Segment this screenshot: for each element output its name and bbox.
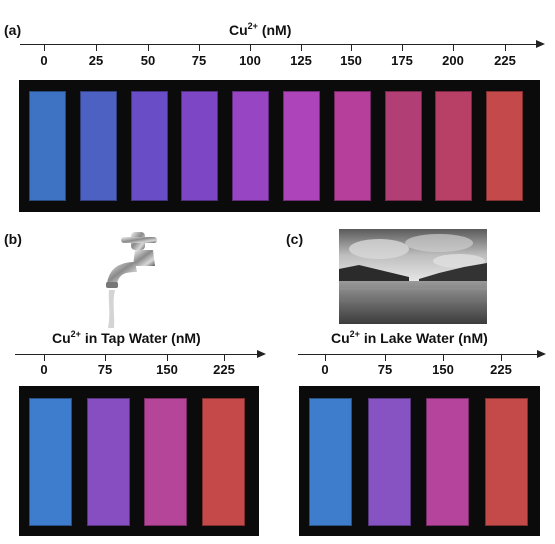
- panel-c-tick-label: 75: [377, 362, 393, 377]
- panel-a-tick-label: 200: [442, 53, 464, 68]
- panel-a-tick: [199, 44, 200, 51]
- panel-a-tick-label: 25: [88, 53, 104, 68]
- panel-a-label: (a): [4, 22, 22, 38]
- panel-a-axis-arrow-icon: [536, 40, 545, 48]
- panel-c-tick: [325, 354, 326, 361]
- panel-c-tick: [385, 354, 386, 361]
- panel-a-tick-label: 75: [191, 53, 207, 68]
- panel-c-tick-label: 0: [321, 362, 329, 377]
- panel-c-title-main: Cu: [331, 330, 350, 346]
- panel-c-strip-frame: [299, 386, 540, 536]
- panel-a-tick-label: 150: [340, 53, 362, 68]
- panel-a-color-swatch: [333, 91, 371, 201]
- panel-b-tick-label: 225: [213, 362, 235, 377]
- panel-a-axis-title: Cu2+ (nM): [229, 21, 291, 38]
- panel-a-color-swatch: [435, 91, 473, 201]
- panel-a-axis-line: [20, 44, 540, 45]
- panel-b-title-sup: 2+: [70, 329, 81, 339]
- panel-a-tick: [96, 44, 97, 51]
- panel-b-tick-label: 0: [40, 362, 48, 377]
- panel-b-strip-frame: [19, 386, 259, 536]
- panel-a-tick-label: 100: [239, 53, 261, 68]
- panel-a-tick: [505, 44, 506, 51]
- panel-c-tick: [501, 354, 502, 361]
- panel-a-color-swatch: [130, 91, 168, 201]
- panel-c-color-swatch: [309, 398, 352, 526]
- panel-a-color-swatch: [29, 91, 66, 201]
- panel-c-tick: [443, 354, 444, 361]
- panel-a-tick-label: 0: [40, 53, 48, 68]
- panel-b-color-swatch: [29, 398, 72, 526]
- panel-a-color-swatch: [181, 91, 219, 201]
- panel-c-label: (c): [286, 231, 304, 247]
- panel-a-tick: [44, 44, 45, 51]
- panel-c-axis-arrow-icon: [537, 350, 546, 358]
- panel-b-color-swatch: [144, 398, 187, 526]
- panel-c-tick-label: 150: [432, 362, 454, 377]
- panel-a-tick-label: 225: [494, 53, 516, 68]
- panel-b-tick: [224, 354, 225, 361]
- panel-b-tick-label: 75: [97, 362, 113, 377]
- panel-b-title-rest: in Tap Water (nM): [80, 330, 201, 346]
- panel-b-axis-arrow-icon: [257, 350, 266, 358]
- panel-a-tick: [148, 44, 149, 51]
- panel-a-tick-label: 175: [391, 53, 413, 68]
- panel-b-tick: [44, 354, 45, 361]
- panel-b-color-swatch: [201, 398, 245, 526]
- panel-b-axis-line: [15, 354, 261, 355]
- panel-a-tick: [351, 44, 352, 51]
- panel-b-label: (b): [4, 231, 22, 247]
- panel-a-tick: [453, 44, 454, 51]
- panel-c-title-rest: in Lake Water (nM): [359, 330, 488, 346]
- faucet-icon: [95, 232, 165, 332]
- panel-a-tick: [402, 44, 403, 51]
- panel-c-title-sup: 2+: [349, 329, 360, 339]
- panel-a-tick: [301, 44, 302, 51]
- panel-c-axis-title: Cu2+ in Lake Water (nM): [331, 329, 488, 346]
- panel-b-color-swatch: [86, 398, 130, 526]
- panel-a-tick-label: 50: [140, 53, 156, 68]
- panel-a-title-rest: (nM): [257, 22, 292, 38]
- panel-b-axis-title: Cu2+ in Tap Water (nM): [52, 329, 201, 346]
- panel-a-color-swatch: [486, 91, 524, 201]
- lake-photo: [339, 229, 487, 324]
- panel-a-color-swatch: [79, 91, 117, 201]
- panel-c-axis-line: [298, 354, 541, 355]
- panel-b-title-main: Cu: [52, 330, 71, 346]
- panel-a-title-main: Cu: [229, 22, 248, 38]
- panel-b-tick: [167, 354, 168, 361]
- panel-a-title-sup: 2+: [247, 21, 258, 31]
- panel-c-tick-label: 225: [490, 362, 512, 377]
- panel-b-tick-label: 150: [156, 362, 178, 377]
- panel-c-color-swatch: [484, 398, 528, 526]
- panel-c-color-swatch: [367, 398, 411, 526]
- panel-a-color-swatch: [232, 91, 270, 201]
- panel-b-tick: [105, 354, 106, 361]
- panel-a-strip-frame: [19, 80, 540, 212]
- panel-a-color-swatch: [384, 91, 422, 201]
- panel-a-tick-label: 125: [290, 53, 312, 68]
- panel-a-color-swatch: [283, 91, 320, 201]
- panel-c-color-swatch: [426, 398, 469, 526]
- panel-a-tick: [250, 44, 251, 51]
